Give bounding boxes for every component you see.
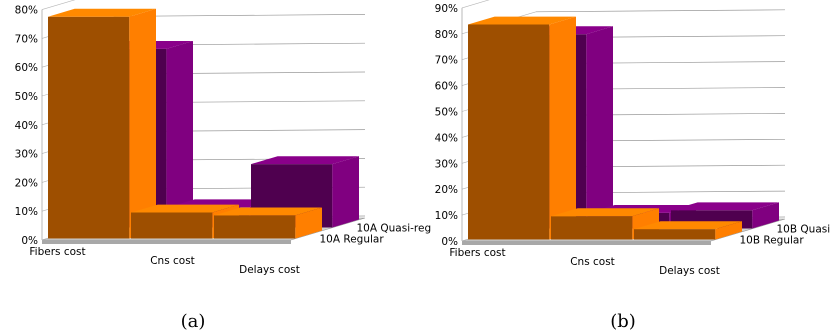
series-label: 10A Quasi-reg — [357, 223, 432, 235]
gridline-side — [461, 0, 490, 9]
y-tick-label: 60% — [15, 62, 38, 74]
bar-top — [214, 207, 322, 216]
y-tick-label: 20% — [15, 177, 38, 189]
y-tick-label: 30% — [435, 158, 458, 170]
bar — [468, 16, 576, 240]
chart-caption: (a) — [181, 311, 206, 332]
bar-top — [251, 156, 359, 165]
chart-b: 0% 10% 20% 30% 40% 50% 60% 70% 80% 90% Fibers cost… — [435, 0, 830, 332]
bar-side — [715, 221, 742, 240]
bar-front — [214, 215, 296, 239]
bar-front — [468, 24, 550, 240]
y-tick-label: 70% — [15, 33, 38, 45]
bar-top — [634, 221, 742, 230]
x-category-label: Delays cost — [659, 265, 720, 277]
gridline — [535, 9, 786, 13]
y-tick-label: 20% — [435, 184, 458, 196]
bar — [634, 221, 742, 240]
bar-side — [166, 41, 193, 228]
series-label: 10A Regular — [320, 234, 385, 246]
bar-top — [48, 8, 156, 17]
chart-a: 0% 10% 20% 30% 40% 50% 60% 70% 80% Fibers cost Cns… — [15, 0, 431, 332]
y-tick-label: 0% — [21, 235, 38, 247]
bar-front — [131, 212, 213, 239]
y-tick-label: 80% — [435, 29, 458, 41]
y-tick-label: 10% — [435, 210, 458, 222]
floor-edge — [462, 241, 711, 245]
y-tick-label: 40% — [435, 132, 458, 144]
gridline — [115, 14, 366, 17]
x-category-label: Delays cost — [239, 264, 300, 276]
bar-front — [551, 216, 633, 240]
y-tick-label: 40% — [15, 120, 38, 132]
series-label: 10B Regular — [740, 235, 805, 247]
x-category-label: Fibers cost — [449, 247, 505, 259]
y-tick-label: 50% — [435, 107, 458, 119]
y-tick-label: 0% — [441, 236, 458, 248]
bar-front — [48, 16, 130, 239]
x-category-label: Cns cost — [150, 255, 195, 267]
chart-caption: (b) — [610, 311, 636, 332]
y-tick-label: 10% — [15, 206, 38, 218]
bar — [48, 8, 156, 239]
y-tick-label: 50% — [15, 91, 38, 103]
y-tick-label: 90% — [435, 3, 458, 15]
bar-front — [634, 229, 716, 240]
y-tick-label: 70% — [435, 55, 458, 67]
bar-top — [468, 16, 576, 25]
bar-top — [671, 202, 779, 211]
bar-top — [551, 208, 659, 217]
bar-side — [295, 207, 322, 239]
bar-side — [752, 202, 779, 229]
bar-top — [131, 204, 239, 213]
y-tick-label: 30% — [15, 149, 38, 161]
floor-edge — [42, 240, 291, 244]
bar — [214, 207, 322, 239]
x-category-label: Cns cost — [570, 256, 615, 268]
bar-side — [332, 156, 359, 228]
bar-side — [549, 16, 576, 240]
x-category-label: Fibers cost — [29, 246, 85, 258]
gridline-side — [41, 0, 76, 10]
y-tick-label: 60% — [435, 81, 458, 93]
bar-side — [129, 8, 156, 239]
series-label: 10B Quasi-reg — [777, 224, 830, 236]
bar-side — [586, 26, 613, 229]
y-tick-label: 80% — [15, 5, 38, 17]
